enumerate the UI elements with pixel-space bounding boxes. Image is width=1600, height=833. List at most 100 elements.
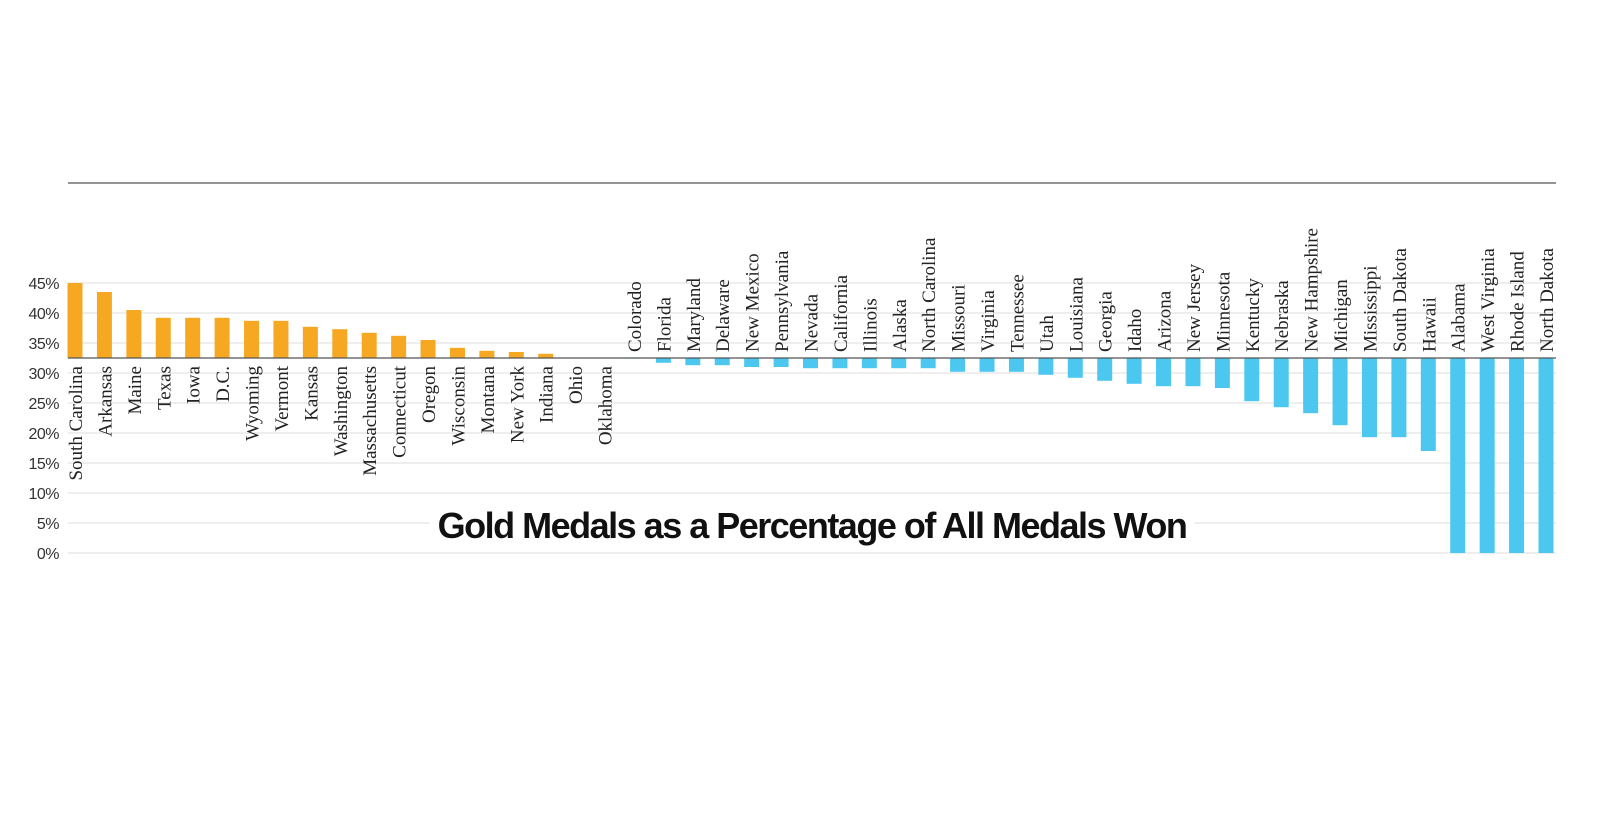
- x-tick-label: West Virginia: [1478, 248, 1499, 352]
- x-tick-label: Kansas: [301, 366, 322, 421]
- x-tick-label: Massachusetts: [360, 366, 381, 476]
- x-tick-label: Texas: [154, 366, 175, 410]
- x-tick-label: Montana: [478, 365, 499, 433]
- bar: [714, 358, 730, 366]
- x-tick-label: Michigan: [1331, 279, 1352, 352]
- x-tick-label: Florida: [654, 297, 675, 352]
- x-tick-label: Minnesota: [1213, 271, 1234, 352]
- y-tick-label: 35%: [28, 336, 59, 353]
- x-tick-label: Washington: [331, 366, 352, 457]
- bar: [1126, 358, 1142, 384]
- x-tick-label: California: [831, 274, 852, 352]
- x-tick-label: South Dakota: [1390, 247, 1411, 352]
- x-tick-label: Arkansas: [95, 366, 116, 437]
- bar: [1479, 358, 1495, 553]
- bar: [832, 358, 848, 369]
- bar: [744, 358, 760, 367]
- x-tick-label: Oklahoma: [596, 365, 617, 445]
- title-group: Gold Medals as a Percentage of All Medal…: [429, 503, 1195, 548]
- y-tick-label: 5%: [37, 516, 59, 533]
- y-tick-label: 20%: [28, 426, 59, 443]
- bar: [1156, 358, 1172, 387]
- bar: [391, 335, 407, 358]
- bar: [1273, 358, 1289, 408]
- bar: [950, 358, 966, 372]
- y-tick-label: 45%: [28, 276, 59, 293]
- x-tick-label: Virginia: [978, 290, 999, 352]
- x-tick-label: Connecticut: [390, 365, 411, 458]
- x-tick-label: Tennessee: [1007, 274, 1028, 352]
- x-tick-label: New Mexico: [743, 253, 764, 352]
- bar: [96, 292, 112, 358]
- x-tick-label: Illinois: [860, 298, 881, 352]
- bar: [244, 320, 260, 358]
- bar: [773, 358, 789, 367]
- bar: [685, 358, 701, 366]
- bar: [479, 350, 495, 358]
- x-tick-label: Maine: [125, 366, 146, 415]
- x-tick-label: Indiana: [537, 365, 558, 423]
- bar: [1361, 358, 1377, 438]
- bar: [1038, 358, 1054, 375]
- bar: [861, 358, 877, 369]
- x-tick-label: Maryland: [684, 278, 705, 352]
- bar: [538, 353, 554, 358]
- bar: [1097, 358, 1113, 381]
- x-tick-label: Mississippi: [1360, 265, 1381, 352]
- x-tick-label: Arizona: [1155, 290, 1176, 352]
- x-tick-label: Iowa: [184, 365, 205, 404]
- bar: [185, 317, 201, 358]
- bar: [1185, 358, 1201, 387]
- bar: [655, 358, 671, 363]
- bar: [1420, 358, 1436, 451]
- bar: [1067, 358, 1083, 378]
- x-tick-label: Nevada: [802, 293, 823, 352]
- bar: [803, 358, 818, 369]
- x-tick-label: Pennsylvania: [772, 250, 793, 352]
- bar: [1509, 358, 1525, 553]
- x-tick-label: Georgia: [1096, 291, 1117, 352]
- x-tick-label: Alaska: [890, 299, 911, 352]
- x-tick-label: Rhode Island: [1508, 251, 1529, 352]
- y-tick-label: 10%: [28, 486, 59, 503]
- x-tick-label: Wisconsin: [448, 366, 469, 446]
- bar: [1214, 358, 1230, 388]
- x-tick-label: Alabama: [1449, 283, 1470, 352]
- x-tick-label: Colorado: [625, 281, 646, 352]
- bar: [920, 358, 936, 369]
- bar: [155, 317, 171, 358]
- bar: [361, 332, 377, 358]
- bar: [1391, 358, 1407, 438]
- y-tick-label: 40%: [28, 306, 59, 323]
- y-tick-label: 25%: [28, 396, 59, 413]
- x-tick-label: Hawaii: [1419, 297, 1440, 352]
- bar: [1303, 358, 1319, 414]
- x-tick-label: Utah: [1037, 315, 1058, 352]
- x-tick-label: Louisiana: [1066, 277, 1087, 352]
- x-tick-label: Vermont: [272, 365, 293, 431]
- bar: [979, 358, 995, 372]
- title-background: [429, 503, 1195, 548]
- bar: [891, 358, 907, 369]
- x-tick-label: Oregon: [419, 366, 440, 423]
- bar: [449, 347, 465, 358]
- x-tick-label: New Jersey: [1184, 263, 1205, 352]
- x-tick-label: Wyoming: [243, 366, 264, 441]
- bar: [302, 326, 318, 358]
- y-tick-label: 15%: [28, 456, 59, 473]
- x-tick-label: Delaware: [713, 279, 734, 352]
- bar: [1450, 358, 1466, 553]
- x-tick-label: New York: [507, 366, 528, 444]
- bar: [273, 320, 289, 358]
- chart-title: Gold Medals as a Percentage of All Medal…: [438, 505, 1187, 546]
- x-tick-label: D.C.: [213, 366, 234, 402]
- bar: [126, 310, 142, 358]
- bar: [332, 329, 348, 358]
- bar: [508, 352, 524, 358]
- x-tick-label: South Carolina: [66, 365, 87, 480]
- x-tick-label: New Hampshire: [1302, 228, 1323, 352]
- x-tick-label: Ohio: [566, 366, 587, 404]
- bar: [1538, 358, 1554, 553]
